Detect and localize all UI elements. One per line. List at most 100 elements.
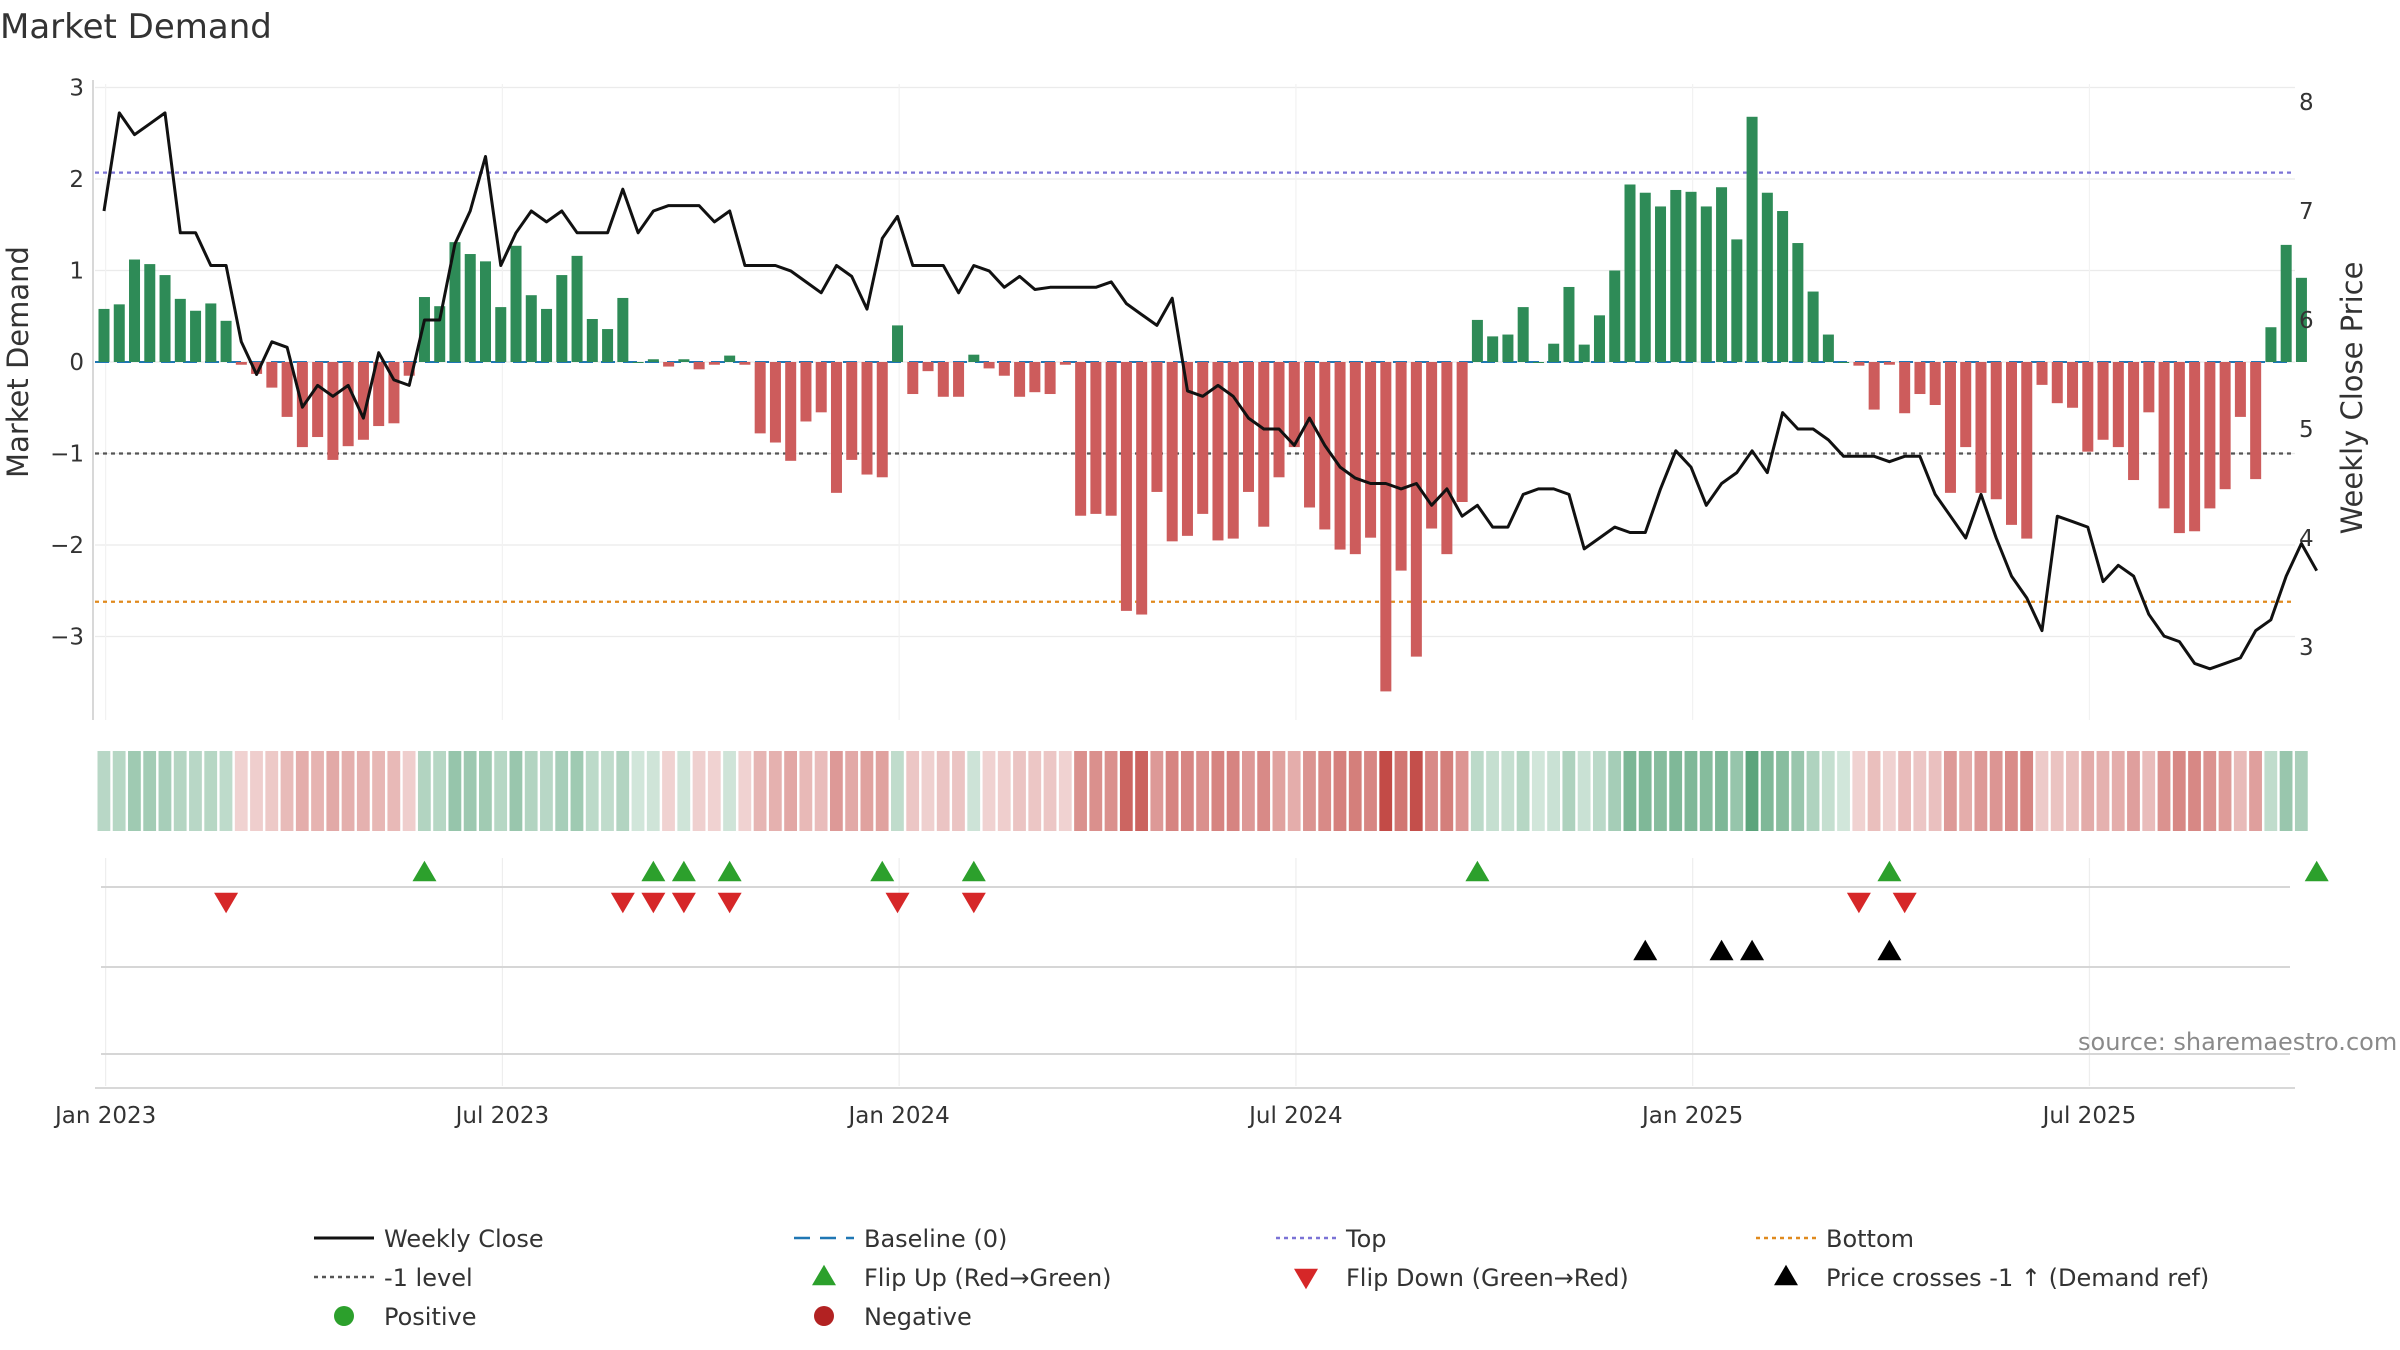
heat-cell — [738, 751, 752, 831]
demand-bar — [2158, 362, 2170, 509]
demand-bar — [2189, 362, 2201, 532]
legend-label: Positive — [384, 1303, 477, 1331]
heat-cell — [1974, 751, 1988, 831]
demand-bar — [388, 362, 400, 424]
heat-cell — [189, 751, 202, 831]
legend-label: Weekly Close — [384, 1225, 544, 1253]
heat-cell — [1348, 751, 1362, 831]
demand-bar — [2295, 277, 2307, 362]
demand-bar — [1700, 206, 1712, 362]
heat-cell — [2188, 751, 2201, 831]
heat-cell — [2035, 751, 2049, 831]
heat-cell — [845, 751, 859, 831]
heat-cell — [1852, 751, 1866, 831]
demand-bar — [327, 362, 339, 460]
demand-bar — [815, 362, 827, 413]
demand-bar — [708, 362, 720, 365]
heat-cell — [448, 751, 462, 831]
legend-item: Bottom — [1756, 1225, 1914, 1253]
demand-bar — [1532, 362, 1544, 363]
demand-bar — [647, 359, 659, 362]
demand-bar — [525, 295, 537, 362]
demand-bar — [1059, 362, 1071, 365]
demand-bar — [1395, 362, 1407, 571]
reference-lines — [95, 171, 2295, 603]
heat-cell — [1257, 751, 1271, 831]
heat-cell — [2264, 751, 2278, 831]
heat-cell — [1913, 751, 1927, 831]
heat-cell — [524, 751, 538, 831]
y-axis-title: Market Demand — [1, 246, 35, 478]
weekly-close-line — [102, 111, 2319, 671]
weekly-close-series — [102, 111, 2319, 671]
flip-up-marker — [671, 860, 696, 882]
demand-bar — [1929, 362, 1941, 406]
heat-cell — [295, 751, 309, 831]
heat-cell — [2066, 751, 2079, 831]
legend-label: Bottom — [1826, 1225, 1914, 1253]
heat-cell — [646, 751, 660, 831]
demand-bar — [1151, 362, 1163, 492]
heat-cell — [1333, 751, 1347, 831]
heat-cell — [1623, 751, 1637, 831]
demand-bar — [2021, 362, 2033, 539]
heat-cell — [463, 751, 477, 831]
heat-cell — [1119, 751, 1133, 831]
demand-bar — [1410, 362, 1422, 657]
legend-swatch — [814, 1306, 834, 1326]
flip-down-marker — [961, 892, 986, 914]
demand-bar — [418, 297, 430, 362]
demand-bar — [1868, 362, 1880, 410]
demand-bar — [1075, 362, 1087, 516]
demand-bar — [1731, 239, 1743, 362]
heat-cell — [799, 751, 813, 831]
demand-bar — [1487, 336, 1499, 362]
y2-tick-label: 7 — [2299, 199, 2314, 225]
demand-bar — [1304, 362, 1316, 508]
legend-label: Top — [1345, 1225, 1387, 1253]
legend-swatch — [1774, 1264, 1798, 1286]
heat-cell — [1394, 751, 1408, 831]
demand-bar — [2173, 362, 2185, 534]
demand-heat-strip — [97, 751, 2308, 831]
heat-cell — [1867, 751, 1881, 831]
heat-cell — [2249, 751, 2262, 831]
heat-cell — [143, 751, 157, 831]
legend-swatch — [334, 1306, 354, 1326]
heat-cell — [234, 751, 248, 831]
heat-cell — [1821, 751, 1835, 831]
heat-cell — [1776, 751, 1789, 831]
heat-cell — [509, 751, 523, 831]
legend-label: Flip Down (Green→Red) — [1346, 1264, 1629, 1292]
demand-bar — [1380, 362, 1392, 692]
heat-cell — [1486, 751, 1499, 831]
demand-bar — [1639, 192, 1651, 362]
demand-bar — [724, 355, 736, 362]
heat-cell — [1684, 751, 1698, 831]
y2-tick-label: 6 — [2299, 308, 2314, 334]
flip-up-marker — [641, 860, 666, 882]
heat-cell — [1303, 751, 1316, 831]
heat-cell — [662, 751, 675, 831]
demand-bar — [480, 261, 491, 362]
heat-cell — [1425, 751, 1438, 831]
demand-bar — [2204, 362, 2216, 509]
demand-bar — [235, 362, 247, 365]
heat-cell — [128, 751, 141, 831]
heat-cell — [1043, 751, 1057, 831]
demand-bar — [1014, 362, 1026, 397]
heat-cell — [158, 751, 172, 831]
heat-cell — [1242, 751, 1255, 831]
heat-cell — [1028, 751, 1042, 831]
source-label: source: sharemaestro.com — [2078, 1028, 2397, 1056]
demand-bar — [541, 308, 553, 362]
demand-bar — [342, 362, 354, 447]
heat-cell — [860, 751, 874, 831]
y2-tick-label: 3 — [2299, 635, 2314, 661]
heat-cell — [1562, 751, 1576, 831]
demand-bar — [632, 362, 644, 363]
heat-cell — [2157, 751, 2171, 831]
demand-bar — [144, 264, 156, 362]
demand-bar — [1181, 362, 1193, 536]
demand-bar — [2006, 362, 2017, 525]
